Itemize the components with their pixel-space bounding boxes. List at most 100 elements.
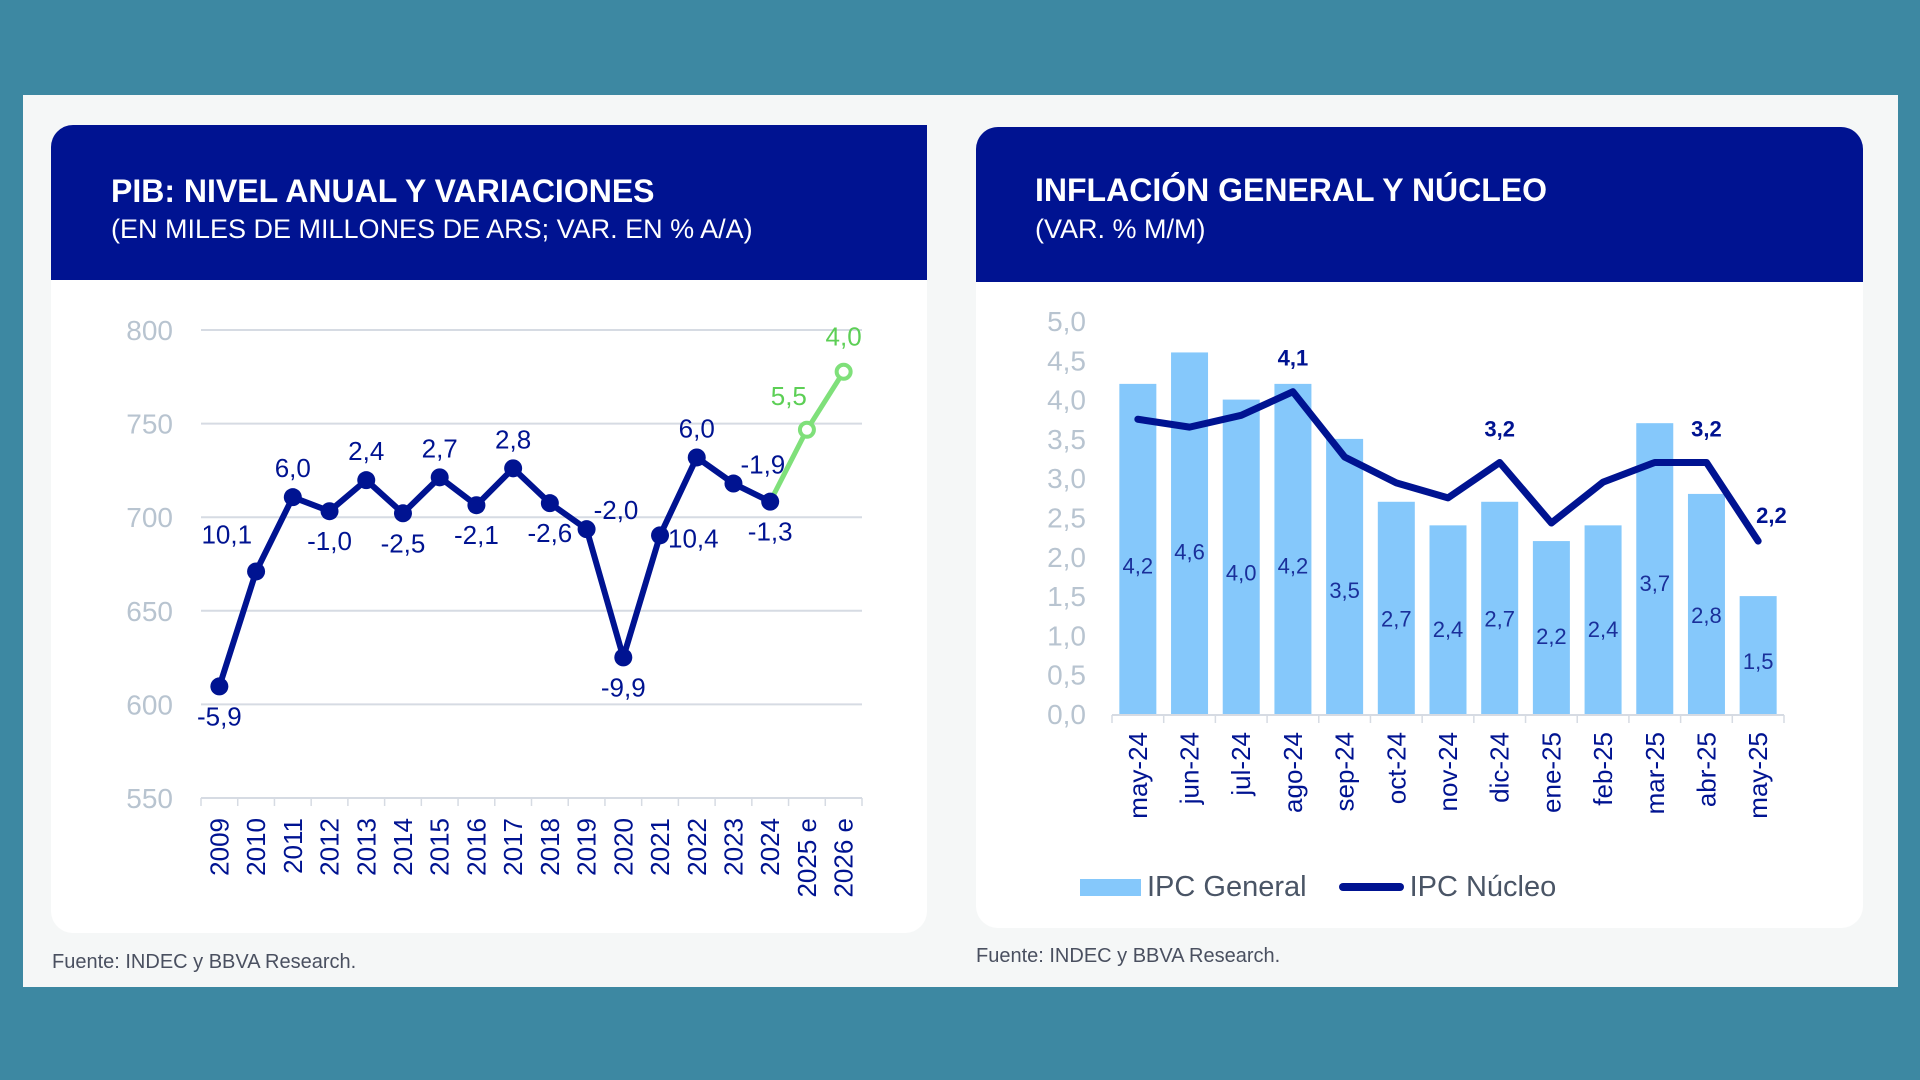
gdp-x-tick-label: 2020 <box>608 818 638 876</box>
inflation-core-label: 2,2 <box>1756 503 1787 528</box>
gdp-point <box>320 502 339 521</box>
inflation-bar-label: 2,7 <box>1381 607 1412 632</box>
inflation-bar <box>1739 596 1777 714</box>
gdp-chart-source: Fuente: INDEC y BBVA Research. <box>52 951 357 973</box>
legend-label-ipc-nucleo: IPC Núcleo <box>1409 870 1557 903</box>
gdp-forecast-point <box>797 420 816 439</box>
legend-swatch-ipc-nucleo <box>1338 883 1404 891</box>
inflation-bar-label: 4,0 <box>1226 561 1257 586</box>
gdp-chart-subtitle: (EN MILES DE MILLONES DE ARS; VAR. EN % … <box>111 214 753 244</box>
gdp-x-tick-label: 2017 <box>498 818 528 876</box>
inflation-chart-header: INFLACIÓN GENERAL Y NÚCLEO (VAR. % M/M) <box>976 127 1863 282</box>
inflation-bar-label: 2,4 <box>1588 617 1619 642</box>
inflation-bar-label: 2,7 <box>1484 607 1515 632</box>
gdp-x-tick-label: 2024 <box>755 818 785 876</box>
gdp-x-tick-label: 2022 <box>682 818 712 876</box>
inflation-x-tick-label: may-24 <box>1123 732 1153 819</box>
inflation-bar-label: 2,2 <box>1536 624 1567 649</box>
gdp-x-tick-label: 2026 e <box>829 818 859 898</box>
gdp-point <box>430 468 449 487</box>
inflation-bar <box>1326 438 1364 714</box>
inflation-x-tick-label: abr-25 <box>1691 732 1721 807</box>
inflation-core-label: 3,2 <box>1484 416 1515 441</box>
inflation-y-tick-label: 4,0 <box>1047 385 1086 416</box>
gdp-point <box>504 459 523 478</box>
inflation-bar <box>1532 541 1570 714</box>
inflation-bar <box>1377 501 1415 714</box>
inflation-x-tick-label: ene-25 <box>1536 732 1566 813</box>
gdp-y-tick-label: 800 <box>126 315 173 346</box>
inflation-y-tick-label: 2,0 <box>1047 542 1086 573</box>
gdp-actual-line <box>216 454 772 688</box>
gdp-y-tick-label: 550 <box>126 783 173 814</box>
gdp-point <box>651 526 670 545</box>
inflation-x-tick-label: mar-25 <box>1640 732 1670 814</box>
gdp-data-label: 2,7 <box>422 433 458 463</box>
gdp-point <box>540 494 559 513</box>
inflation-bar <box>1481 501 1519 714</box>
gdp-y-tick-label: 600 <box>126 689 173 720</box>
gdp-y-tick-label: 750 <box>126 409 173 440</box>
inflation-x-tick-label: jun-24 <box>1175 732 1205 805</box>
inflation-y-tick-label: 0,5 <box>1047 660 1086 691</box>
inflation-bar <box>1119 383 1157 714</box>
inflation-y-tick-label: 1,5 <box>1047 581 1086 612</box>
inflation-y-tick-label: 3,5 <box>1047 424 1086 455</box>
inflation-bar <box>1222 399 1260 714</box>
inflation-x-tick-label: nov-24 <box>1433 732 1463 812</box>
gdp-point <box>357 471 376 490</box>
gdp-x-tick-label: 2013 <box>351 818 381 876</box>
gdp-point <box>393 504 412 523</box>
inflation-y-tick-label: 1,0 <box>1047 620 1086 651</box>
gdp-data-label: 10,1 <box>201 519 252 549</box>
inflation-bar <box>1171 352 1209 714</box>
gdp-data-label: -5,9 <box>197 701 242 731</box>
gdp-chart-card: PIB: NIVEL ANUAL Y VARIACIONES (EN MILES… <box>51 125 927 933</box>
inflation-chart-title: INFLACIÓN GENERAL Y NÚCLEO <box>1035 172 1548 208</box>
inflation-bar-label: 2,4 <box>1433 617 1464 642</box>
gdp-forecast-point <box>834 362 853 381</box>
inflation-x-tick-label: sep-24 <box>1330 732 1360 812</box>
gdp-x-tick-label: 2018 <box>535 818 565 876</box>
gdp-data-label: 10,4 <box>668 523 719 553</box>
gdp-forecast-label: 5,5 <box>771 381 807 411</box>
inflation-bar-label: 3,5 <box>1329 578 1360 603</box>
inflation-bar-label: 4,2 <box>1123 553 1154 578</box>
gdp-point <box>761 492 780 511</box>
inflation-y-tick-label: 5,0 <box>1047 306 1086 337</box>
gdp-forecast-label: 4,0 <box>826 322 862 352</box>
inflation-bar-label: 4,6 <box>1174 539 1205 564</box>
gdp-point <box>210 677 229 696</box>
gdp-x-tick-label: 2016 <box>461 818 491 876</box>
inflation-core-label: 4,1 <box>1278 346 1309 371</box>
gdp-point <box>247 562 266 581</box>
legend-label-ipc-general: IPC General <box>1147 870 1307 903</box>
gdp-data-label: -2,5 <box>381 528 426 558</box>
inflation-y-tick-label: 2,5 <box>1047 503 1086 534</box>
inflation-bar <box>1274 383 1312 714</box>
inflation-x-tick-label: ago-24 <box>1278 732 1308 813</box>
gdp-x-tick-label: 2010 <box>241 818 271 876</box>
gdp-data-label: -1,0 <box>307 526 352 556</box>
gdp-data-label: -2,0 <box>594 495 639 525</box>
inflation-chart-legend: IPC General IPC Núcleo <box>1080 870 1557 903</box>
inflation-x-tick-label: oct-24 <box>1381 732 1411 804</box>
inflation-bar <box>1429 525 1467 714</box>
gdp-y-tick-label: 650 <box>126 596 173 627</box>
inflation-bar-label: 3,7 <box>1639 571 1670 596</box>
inflation-core-label: 3,2 <box>1691 416 1722 441</box>
gdp-point <box>614 648 633 667</box>
inflation-chart-subtitle: (VAR. % M/M) <box>1035 214 1206 244</box>
inflation-y-tick-label: 0,0 <box>1047 699 1086 730</box>
inflation-bar <box>1584 525 1622 714</box>
gdp-point <box>577 520 596 539</box>
gdp-x-tick-label: 2014 <box>388 818 418 876</box>
gdp-point <box>467 496 486 515</box>
inflation-x-tick-label: dic-24 <box>1485 732 1515 803</box>
inflation-bar-label: 4,2 <box>1278 553 1309 578</box>
gdp-x-tick-label: 2012 <box>315 818 345 876</box>
gdp-data-label: -1,3 <box>748 517 793 547</box>
gdp-data-label: -2,1 <box>454 520 499 550</box>
inflation-x-tick-label: feb-25 <box>1588 732 1618 806</box>
